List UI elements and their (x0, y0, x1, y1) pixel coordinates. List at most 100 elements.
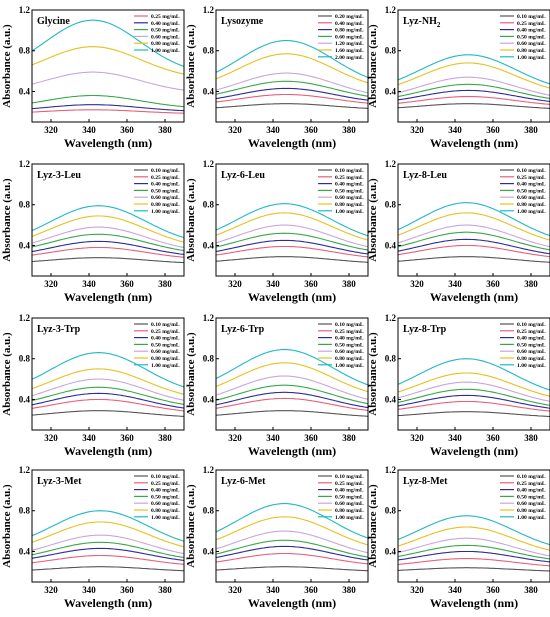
series-line (397, 372, 550, 397)
legend-label: 1.60 mg/mL (335, 48, 364, 54)
plot-frame (31, 9, 185, 123)
series-line (31, 368, 185, 395)
x-tick-label: 340 (266, 585, 280, 595)
legend-label: 1.00 mg/mL (335, 209, 364, 215)
legend-label: 0.50 mg/mL (517, 34, 546, 40)
series-line (215, 530, 369, 554)
series-line (397, 83, 550, 100)
series-line (397, 558, 550, 567)
x-tick-label: 320 (228, 585, 242, 595)
legend-label: 0.40 mg/mL (151, 182, 180, 188)
legend-label: 0.25 mg/mL (335, 175, 364, 181)
legend-label: 0.80 mg/mL (517, 202, 546, 208)
x-axis-label: Wavelength (nm) (248, 444, 336, 458)
legend-label: 0.60 mg/mL (517, 41, 546, 47)
panel-title-text: Glycine (37, 16, 70, 27)
series-line (397, 95, 550, 105)
legend-label: 0.40 mg/mL (517, 488, 546, 494)
legend-label: 0.80 mg/mL (517, 356, 546, 362)
x-tick-label: 360 (120, 279, 134, 289)
x-tick-label: 380 (524, 279, 538, 289)
legend-label: 1.00 mg/mL (335, 515, 364, 521)
y-tick-label: 1.2 (203, 159, 215, 169)
y-tick-label: 0.4 (19, 86, 31, 96)
y-axis-label: Absorbance (a.u.) (1, 178, 13, 262)
chart-panel: 320 340 360 380 0.4 0.8 1.2 Wavelength (nm) Abso… (1, 5, 185, 150)
legend-label: 0.50 mg/mL (151, 494, 180, 500)
x-tick-label: 380 (342, 125, 356, 135)
legend-label: 0.80 mg/mL (517, 508, 546, 514)
series-line (215, 384, 369, 405)
legend-label: 0.60 mg/mL (517, 501, 546, 507)
legend-label: 0.10 mg/mL (151, 168, 180, 174)
plot-frame (397, 469, 550, 583)
y-axis-label: Absorbance (a.u.) (367, 484, 379, 568)
legend-label: 0.25 mg/mL (517, 21, 546, 27)
panel-title: Lyz-6-Leu (221, 170, 265, 181)
legend-label: 0.25 mg/mL (517, 329, 546, 335)
x-tick-label: 380 (158, 125, 172, 135)
x-tick-label: 320 (44, 433, 58, 443)
legend-label: 0.60 mg/mL (335, 195, 364, 201)
series-line (31, 541, 185, 559)
legend-label: 0.50 mg/mL (517, 494, 546, 500)
series-line (397, 256, 550, 263)
y-axis-label: Absorbance (a.u.) (185, 24, 197, 108)
series-line (31, 554, 185, 565)
y-tick-label: 1.2 (385, 313, 397, 323)
x-tick-label: 380 (524, 585, 538, 595)
x-tick-label: 380 (524, 125, 538, 135)
legend-label: 0.40 mg/mL (335, 182, 364, 188)
legend-label: 1.00 mg/mL (517, 209, 546, 215)
series-line (397, 202, 550, 237)
y-tick-label: 0.4 (19, 546, 31, 556)
plot-frame (397, 317, 550, 431)
y-axis-label: Absorbance (a.u.) (185, 178, 197, 262)
panel-title: Lyz-3-Trp (37, 324, 81, 335)
x-tick-label: 340 (82, 585, 96, 595)
series-line (215, 349, 369, 386)
x-tick-label: 340 (266, 125, 280, 135)
series-line (397, 76, 550, 96)
series-line (31, 46, 185, 75)
chart-panel: 320 340 360 380 0.4 0.8 1.2 Wavelength (nm) Abso… (367, 159, 550, 304)
series-line (31, 226, 185, 249)
legend-label: 0.40 mg/mL (517, 182, 546, 188)
series-line (31, 566, 184, 572)
panel-title: Lyz-6-Trp (221, 324, 265, 335)
legend-label: 0.25 mg/mL (517, 481, 546, 487)
legend-label: 0.10 mg/mL (517, 14, 546, 20)
y-tick-label: 1.2 (385, 465, 397, 475)
x-axis-label: Wavelength (nm) (430, 444, 518, 458)
legend-label: 0.10 mg/mL (517, 474, 546, 480)
series-line (31, 521, 185, 548)
series-line (31, 246, 185, 258)
panel-title: Glycine (37, 16, 70, 27)
legend-label: 0.10 mg/mL (335, 322, 364, 328)
x-axis-label: Wavelength (nm) (430, 596, 518, 610)
series-line (215, 203, 369, 237)
plot-frame (397, 9, 550, 123)
series-line (31, 19, 185, 68)
series-line (31, 94, 185, 108)
y-tick-label: 0.4 (203, 546, 215, 556)
series-line (397, 89, 550, 102)
panel-title-text: Lysozyme (221, 16, 264, 27)
x-tick-label: 320 (410, 125, 424, 135)
x-tick-label: 360 (486, 433, 500, 443)
legend-label: 0.60 mg/mL (335, 34, 364, 40)
x-tick-label: 380 (158, 433, 172, 443)
legend-label: 0.50 mg/mL (335, 188, 364, 194)
series-line (215, 545, 369, 561)
legend-label: 0.80 mg/mL (335, 202, 364, 208)
series-line (215, 397, 369, 412)
series-line (397, 212, 550, 241)
legend-label: 0.50 mg/mL (335, 494, 364, 500)
legend-label: 0.60 mg/mL (151, 349, 180, 355)
chart-panel: 320 340 360 380 0.4 0.8 1.2 Wavelength (nm) Abso… (185, 465, 369, 610)
x-tick-label: 320 (228, 433, 242, 443)
y-tick-label: 1.2 (19, 5, 31, 15)
panel-title: Lyz-3-Leu (37, 170, 81, 181)
series-line (215, 232, 369, 251)
y-tick-label: 1.2 (385, 5, 397, 15)
